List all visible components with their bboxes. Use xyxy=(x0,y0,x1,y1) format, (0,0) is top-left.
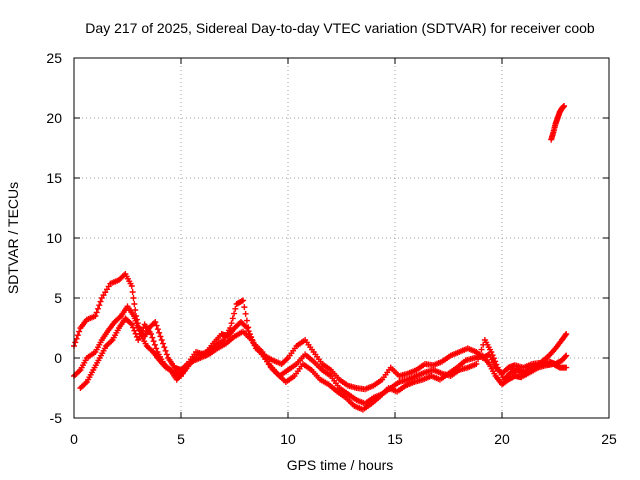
data-point xyxy=(162,347,169,354)
data-point xyxy=(160,340,167,347)
data-point xyxy=(150,338,157,345)
data-point xyxy=(76,328,83,335)
data-point xyxy=(116,314,123,321)
data-point xyxy=(229,315,236,322)
data-point xyxy=(72,339,79,346)
series-track-3 xyxy=(77,315,570,413)
ticks: 0 5 10 15 20 25 -5 0 5 10 15 20 25 xyxy=(46,50,617,447)
y-tick-label: -5 xyxy=(50,410,63,426)
data-point xyxy=(139,327,146,334)
data-point xyxy=(562,353,569,360)
data-point xyxy=(136,333,143,340)
data-point xyxy=(563,352,570,359)
data-point xyxy=(94,305,101,312)
data-point xyxy=(232,305,239,312)
x-tick-label: 25 xyxy=(601,431,617,447)
data-point xyxy=(478,346,485,353)
y-tick-label: 20 xyxy=(46,110,62,126)
data-point xyxy=(154,326,161,333)
data-point xyxy=(156,329,163,336)
data-point xyxy=(93,309,100,316)
data-point xyxy=(563,364,570,371)
x-axis-label: GPS time / hours xyxy=(287,457,394,473)
data-point xyxy=(92,313,99,319)
data-point xyxy=(82,380,89,387)
data-point xyxy=(151,341,158,348)
data-point xyxy=(493,361,500,368)
data-point xyxy=(73,335,80,342)
data-point xyxy=(108,338,115,345)
data-point xyxy=(148,331,155,337)
data-points xyxy=(71,103,570,413)
data-point xyxy=(132,330,139,337)
data-point xyxy=(149,334,156,341)
data-point xyxy=(135,337,142,343)
data-point xyxy=(492,358,499,365)
data-point xyxy=(241,304,248,311)
data-point xyxy=(473,361,480,367)
data-point xyxy=(243,323,250,330)
y-tick-label: 15 xyxy=(46,170,62,186)
data-point xyxy=(76,368,83,375)
data-point xyxy=(240,297,247,304)
data-point xyxy=(561,103,568,109)
data-point xyxy=(153,322,160,329)
data-point xyxy=(231,310,238,317)
data-point xyxy=(96,302,103,309)
data-point xyxy=(130,295,137,301)
data-point xyxy=(563,331,570,337)
series-track-2 xyxy=(71,303,570,407)
y-tick-label: 5 xyxy=(54,290,62,306)
data-point xyxy=(137,330,144,337)
data-point xyxy=(245,328,252,335)
data-point xyxy=(242,310,249,317)
data-point xyxy=(131,327,138,334)
y-tick-label: 25 xyxy=(46,50,62,66)
data-point xyxy=(490,355,497,362)
x-tick-label: 15 xyxy=(387,431,403,447)
data-point xyxy=(166,365,173,372)
x-tick-label: 5 xyxy=(177,431,185,447)
x-tick-label: 0 xyxy=(70,431,78,447)
data-point xyxy=(488,349,495,355)
data-point xyxy=(489,352,496,359)
data-point xyxy=(161,344,168,351)
data-point xyxy=(74,332,81,339)
data-point xyxy=(130,324,137,331)
data-point xyxy=(129,289,136,295)
data-point xyxy=(127,320,134,327)
data-point xyxy=(283,356,290,363)
data-point xyxy=(153,345,160,352)
chart-title: Day 217 of 2025, Sidereal Day-to-day VTE… xyxy=(85,20,595,36)
data-point xyxy=(128,321,135,328)
data-point xyxy=(128,283,135,289)
data-point xyxy=(238,298,245,305)
data-point xyxy=(243,317,250,324)
data-point xyxy=(132,307,139,313)
data-point xyxy=(244,325,251,331)
series-late-segment xyxy=(548,103,568,143)
y-axis-label: SDTVAR / TECUs xyxy=(5,182,21,294)
x-tick-label: 10 xyxy=(280,431,296,447)
data-point xyxy=(163,351,170,358)
data-point xyxy=(152,319,159,325)
data-point xyxy=(228,320,235,327)
data-point xyxy=(131,301,138,307)
data-point xyxy=(97,298,104,305)
data-point xyxy=(157,333,164,340)
y-tick-label: 0 xyxy=(54,350,62,366)
data-point xyxy=(562,332,569,339)
y-tick-label: 10 xyxy=(46,230,62,246)
data-point xyxy=(158,337,165,343)
x-tick-label: 20 xyxy=(494,431,510,447)
